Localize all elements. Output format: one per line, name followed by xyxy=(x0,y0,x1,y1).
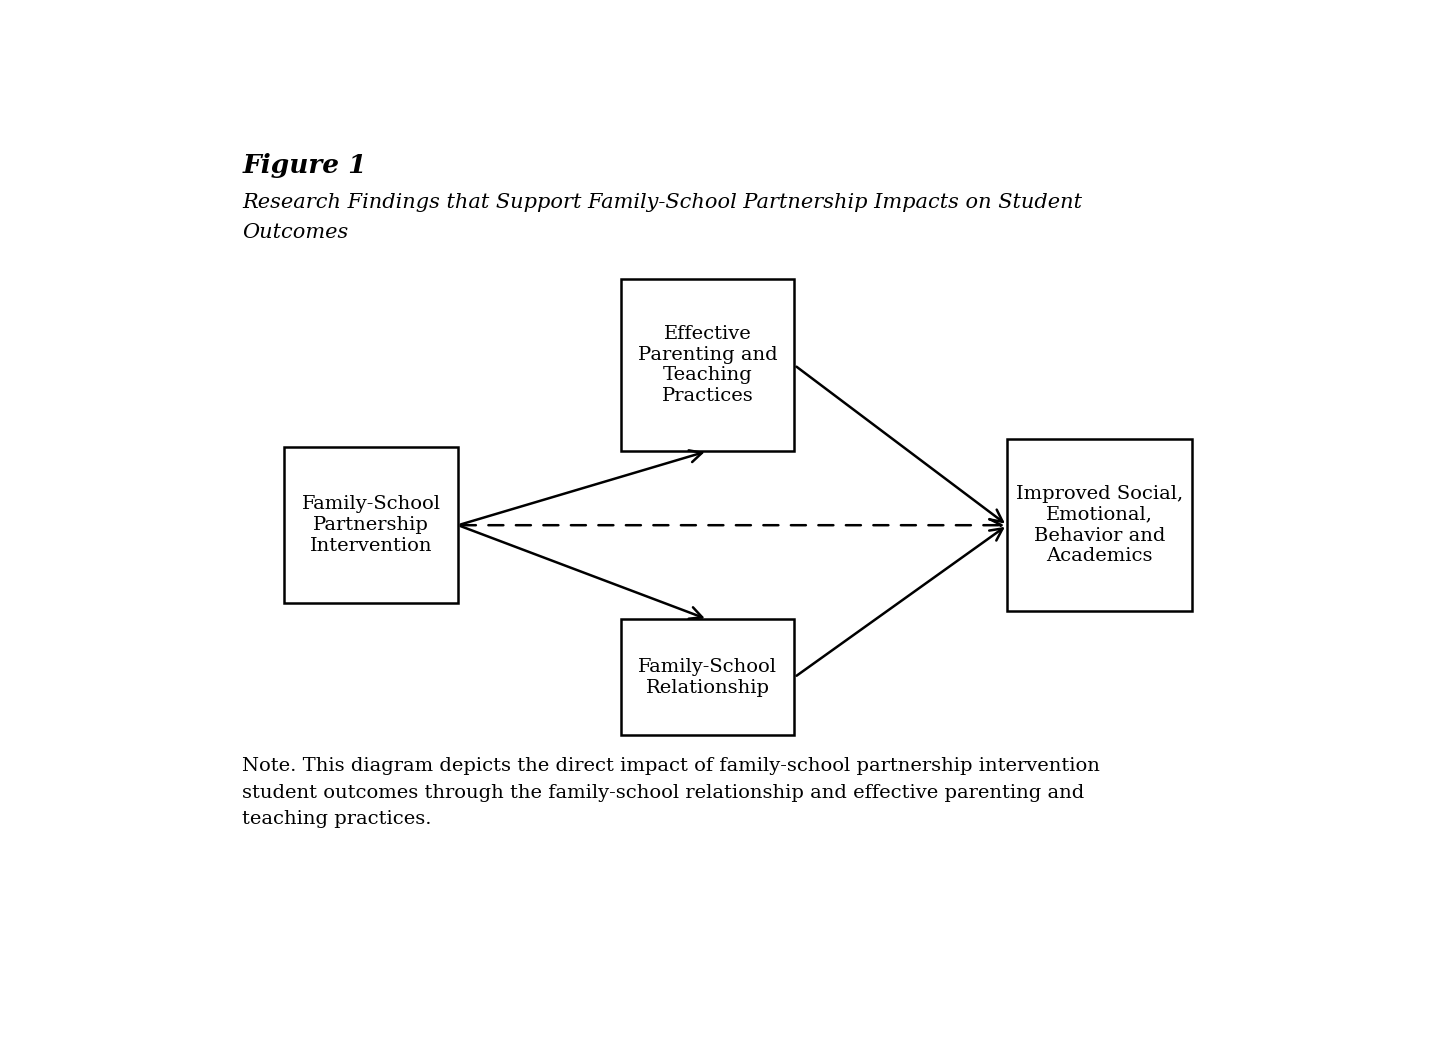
Text: Research Findings that Support Family-School Partnership Impacts on Student: Research Findings that Support Family-Sc… xyxy=(243,192,1083,212)
Text: Family-School
Relationship: Family-School Relationship xyxy=(638,658,777,697)
FancyArrowPatch shape xyxy=(797,528,1002,676)
FancyArrowPatch shape xyxy=(461,526,703,619)
FancyBboxPatch shape xyxy=(620,279,794,451)
Text: Figure 1: Figure 1 xyxy=(243,153,367,178)
FancyArrowPatch shape xyxy=(461,519,1002,531)
Text: Effective
Parenting and
Teaching
Practices: Effective Parenting and Teaching Practic… xyxy=(638,324,778,406)
FancyBboxPatch shape xyxy=(285,447,458,603)
FancyArrowPatch shape xyxy=(797,367,1002,522)
Text: Family-School
Partnership
Intervention: Family-School Partnership Intervention xyxy=(302,495,441,555)
Text: Improved Social,
Emotional,
Behavior and
Academics: Improved Social, Emotional, Behavior and… xyxy=(1017,485,1183,566)
Text: Note. This diagram depicts the direct impact of family-school partnership interv: Note. This diagram depicts the direct im… xyxy=(243,757,1100,828)
FancyBboxPatch shape xyxy=(1008,439,1192,612)
FancyArrowPatch shape xyxy=(461,450,703,524)
Text: Outcomes: Outcomes xyxy=(243,224,348,242)
FancyBboxPatch shape xyxy=(620,619,794,735)
